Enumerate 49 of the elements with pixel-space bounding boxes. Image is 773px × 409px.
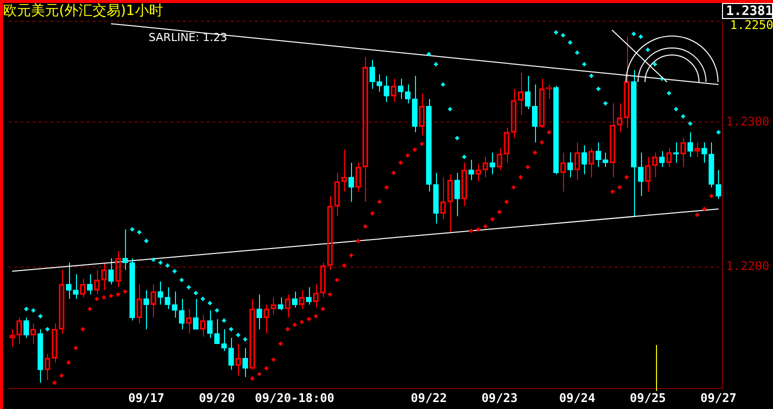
- candlestick: [38, 328, 44, 384]
- candlestick: [158, 280, 164, 306]
- candlestick: [207, 310, 213, 338]
- candlestick: [398, 78, 404, 100]
- candlestick: [164, 286, 170, 310]
- candlestick: [468, 159, 474, 181]
- candlestick: [602, 152, 608, 168]
- x-tick-label: 09/23: [481, 390, 518, 405]
- candlestick: [178, 298, 184, 330]
- candlestick: [638, 152, 644, 197]
- candlestick: [348, 162, 354, 202]
- text: 1.2381: [726, 4, 773, 19]
- x-tick-label: 09/27: [700, 390, 737, 405]
- candlestick: [214, 318, 220, 344]
- candlestick: [278, 296, 284, 311]
- candlestick: [581, 144, 588, 175]
- chart-title: 欧元美元(外汇交易)1小时: [3, 3, 163, 20]
- candlestick: [659, 150, 665, 168]
- candlestick: [72, 274, 79, 300]
- candlestick: [108, 258, 114, 285]
- y-tick-label: 1.2200: [726, 259, 770, 274]
- candlestick: [66, 262, 72, 300]
- candlestick: [192, 298, 199, 330]
- candlestick: [433, 172, 439, 224]
- x-tick-label: 09/17: [128, 390, 164, 405]
- candlestick: [454, 172, 460, 217]
- candlestick: [630, 70, 637, 217]
- candlestick: [412, 75, 418, 133]
- x-tick-label: 09/25: [630, 390, 666, 405]
- x-tick-label: 09/20: [198, 390, 236, 405]
- candlestick: [596, 142, 602, 168]
- candlestick: [426, 98, 432, 192]
- candlestick: [228, 337, 234, 370]
- candlestick: [702, 142, 708, 164]
- x-tick-label: 09/20-18:00: [254, 390, 334, 405]
- candlestick: [221, 328, 227, 352]
- candlestick: [122, 228, 128, 270]
- candlestick: [490, 152, 496, 175]
- x-tick-label: 09/24: [559, 390, 596, 405]
- x-tick-label: 09/22: [410, 390, 447, 405]
- candlestick: [567, 152, 573, 178]
- candlestick: [370, 59, 376, 90]
- candlestick: [708, 142, 714, 188]
- candlestick: [384, 75, 390, 102]
- candlestick: [376, 74, 382, 92]
- text: 1.2250: [730, 18, 773, 32]
- candlestick: [716, 169, 722, 200]
- candlestick: [242, 348, 248, 378]
- y-tick-label: 1.2300: [726, 114, 770, 128]
